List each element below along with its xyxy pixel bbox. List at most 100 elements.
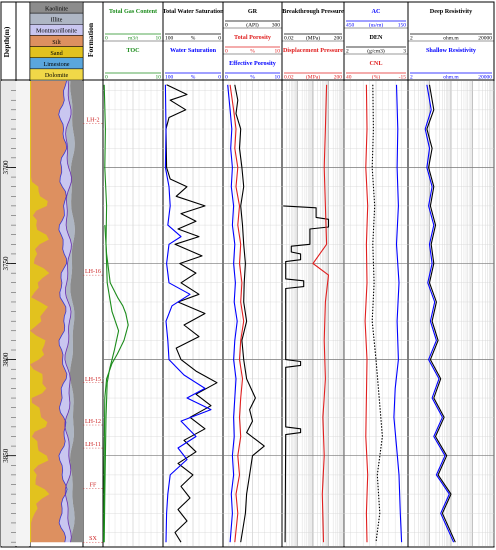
legend-label: Montmorillonite xyxy=(36,28,77,35)
track-header-name: Shallow Resistivity xyxy=(426,47,477,54)
track-header-name: Total Porosity xyxy=(234,34,272,41)
formation-label: SX xyxy=(89,536,97,542)
track-header-max: 3 xyxy=(403,49,406,55)
track-header-name: Water Saturation xyxy=(170,47,217,54)
legend-label: Kaolinite xyxy=(45,5,68,12)
depth-tick-label: 3850 xyxy=(2,448,10,463)
track-header-min: 2 xyxy=(346,49,349,55)
curve-breakthrough-pressure xyxy=(283,205,330,543)
lith-kaolinite xyxy=(69,81,83,543)
depth-tick-label: 3800 xyxy=(2,352,10,367)
legend-swatch xyxy=(29,68,84,81)
track-header-max: 10 xyxy=(275,75,281,81)
track-header-max: 300 xyxy=(272,23,281,29)
legend-label: Sand xyxy=(50,50,63,57)
depth-track-bg xyxy=(1,81,16,546)
track-header-min: 2 xyxy=(410,36,413,42)
track-header-min: 2 xyxy=(410,75,413,81)
depth-mini-bg xyxy=(16,81,30,546)
track-header-max: 10 xyxy=(156,36,162,42)
track-header-min: 0 xyxy=(105,75,108,81)
track-header-max: 20000 xyxy=(478,75,492,81)
track-header-min: 100 xyxy=(165,75,174,81)
curve-gr xyxy=(234,84,265,543)
track-header-unit: (MPa) xyxy=(306,74,320,81)
track-header-name: Effective Porosity xyxy=(229,60,277,67)
track-header-unit: % xyxy=(250,49,255,55)
track-header-name: Deep Resistivity xyxy=(430,8,473,15)
curve-water-saturation xyxy=(164,84,212,543)
track-header-unit: (%) xyxy=(372,74,380,81)
legend-label: Silt xyxy=(52,39,61,46)
track-header-unit: ohm.m xyxy=(443,36,459,42)
track-header-max: 200 xyxy=(334,75,343,81)
track-header-unit: m3/t xyxy=(128,36,139,42)
track-header-name: TOC xyxy=(126,47,139,54)
track-header-min: 40 xyxy=(346,75,352,81)
track-grids xyxy=(103,81,495,546)
curve-total-water-saturation xyxy=(165,84,218,543)
formation-label: LH-2 xyxy=(87,117,100,123)
lith-sand xyxy=(30,81,50,543)
log-curves xyxy=(103,84,456,543)
lithology-legend: Kaolinite Illite Montmorillonite Silt Sand Li… xyxy=(29,1,84,81)
track-header-max: 200 xyxy=(334,36,343,42)
track-header-max: 10 xyxy=(156,75,162,81)
track-header-unit: % xyxy=(250,75,255,81)
curve-toc xyxy=(103,225,129,543)
formation-header: Formation xyxy=(86,22,95,57)
lith-montmorillonite xyxy=(58,81,72,543)
curve-cnl xyxy=(364,84,369,543)
formation-label: LH-15 xyxy=(85,377,101,383)
curve-displacement-pressure xyxy=(312,84,330,543)
track-header-min: 450 xyxy=(346,23,355,29)
lith-boundary-line xyxy=(58,80,68,543)
legend-label: Limestone xyxy=(43,61,69,68)
track-header-unit: (API) xyxy=(246,22,259,29)
track-header-max: -15 xyxy=(399,75,407,81)
track-header-unit: % xyxy=(191,75,196,81)
depth-axis-label: Depth(m) xyxy=(2,26,11,57)
track-header-name: Breakthrough Pressure xyxy=(282,8,344,15)
track-header-max: 10 xyxy=(275,49,281,55)
track-header-max: 0 xyxy=(218,75,221,81)
track-header-unit: (us/m) xyxy=(369,22,384,29)
formation-label: LH-16 xyxy=(85,269,101,275)
track-header-min: 0 xyxy=(225,75,228,81)
track-header-name: Total Water Saturation xyxy=(162,8,224,15)
curve-ac xyxy=(393,84,403,543)
track-header-name: AC xyxy=(372,8,381,15)
curve-total-gas-content xyxy=(103,84,120,543)
formation-label: LH-11 xyxy=(85,442,101,448)
track-header-min: 0.02 xyxy=(284,36,294,42)
lith-illite xyxy=(64,81,75,543)
legend-label: Illite xyxy=(51,17,63,24)
track-header-min: 100 xyxy=(165,36,174,42)
track-header-min: 0 xyxy=(225,23,228,29)
track-header-name: Displacement Pressure xyxy=(283,47,343,54)
curve-shallow-resistivity xyxy=(424,84,455,543)
track-header-name: DEN xyxy=(369,34,383,41)
curve-deep-resistivity xyxy=(426,84,456,543)
track-header-min: 0.02 xyxy=(284,75,294,81)
track-header-name: Total Gas Content xyxy=(109,8,158,15)
track-header-unit: (MPa) xyxy=(306,35,320,42)
track-header-max: 0 xyxy=(218,36,221,42)
track-header-name: GR xyxy=(248,8,258,15)
formation-label: FF xyxy=(90,482,97,488)
track-header-unit: ohm.m xyxy=(443,75,459,81)
depth-axis: Depth(m) 3700 3750 3800 3850 xyxy=(1,26,30,546)
track-headers: Total Gas Content 0 m3/t 10 TOC 0 10 Total Wate… xyxy=(103,8,494,81)
curve-den xyxy=(371,84,383,543)
track-header-min: 0 xyxy=(225,49,228,55)
track-header-min: 0 xyxy=(105,36,108,42)
depth-tick-label: 3750 xyxy=(2,256,10,271)
lith-boundary-line xyxy=(64,80,72,543)
track-header-unit: % xyxy=(191,36,196,42)
track-header-max: 20000 xyxy=(478,36,492,42)
track-header-unit: (g/cm3) xyxy=(367,48,385,55)
curve-total-porosity xyxy=(229,84,245,543)
curve-effective-porosity xyxy=(227,84,238,543)
formation-label: LH-12 xyxy=(85,419,101,425)
